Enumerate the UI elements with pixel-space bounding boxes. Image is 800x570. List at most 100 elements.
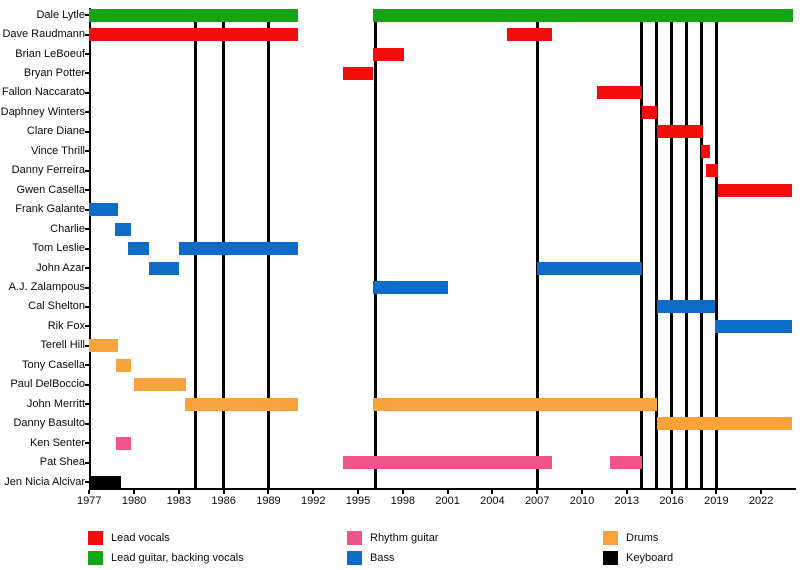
tenure-bar	[372, 397, 657, 411]
member-label: Daphney Winters	[0, 105, 85, 118]
member-label: Dave Raudmann	[2, 28, 85, 41]
x-tick	[312, 490, 315, 494]
member-label: Gwen Casella	[16, 183, 85, 196]
member-label: Terell Hill	[40, 339, 85, 352]
tenure-bar	[89, 203, 118, 217]
tenure-bar	[537, 261, 642, 275]
legend-swatch	[347, 531, 362, 545]
y-tick	[85, 286, 89, 289]
x-tick-label: 1995	[345, 495, 371, 507]
x-tick	[177, 490, 180, 494]
album-release-line	[699, 10, 703, 488]
y-tick	[85, 481, 89, 484]
tenure-bar	[701, 144, 711, 158]
tenure-bar	[656, 300, 715, 314]
album-release-line	[714, 10, 718, 488]
y-tick	[85, 208, 89, 211]
y-tick	[85, 442, 89, 445]
x-tick	[222, 490, 225, 494]
x-tick	[88, 490, 91, 494]
x-tick-label: 1992	[301, 495, 326, 507]
member-label: Vince Thrill	[30, 144, 85, 157]
y-tick	[85, 364, 89, 367]
tenure-bar	[343, 66, 373, 80]
x-tick-label: 2001	[435, 495, 460, 507]
member-label: Frank Galante	[15, 203, 85, 216]
x-tick	[536, 490, 539, 494]
member-label: Tom Leslie	[32, 242, 85, 255]
album-release-line	[535, 10, 539, 488]
y-tick	[85, 130, 89, 133]
tenure-bar	[656, 125, 703, 139]
x-tick-label: 2019	[704, 495, 729, 507]
x-tick	[625, 490, 628, 494]
member-label: John Azar	[36, 261, 85, 274]
y-tick	[85, 461, 89, 464]
y-tick	[85, 169, 89, 172]
tenure-bar	[596, 86, 642, 100]
tenure-bar	[116, 358, 132, 372]
member-label: Tony Casella	[22, 358, 85, 371]
x-tick	[715, 490, 718, 494]
y-tick	[85, 403, 89, 406]
legend-label: Lead guitar, backing vocals	[111, 552, 244, 564]
member-label: Pat Shea	[39, 456, 85, 469]
member-label: Charlie	[50, 222, 85, 235]
member-label: Jen Nicia Alcivar	[4, 475, 85, 488]
tenure-bar	[184, 397, 299, 411]
y-tick	[85, 228, 89, 231]
x-tick-label: 2013	[614, 495, 639, 507]
member-label: A.J. Zalampous	[8, 281, 85, 293]
y-tick	[85, 267, 89, 270]
tenure-bar	[372, 281, 448, 294]
member-label: Cal Shelton	[28, 300, 85, 313]
x-tick	[401, 490, 404, 494]
y-tick	[85, 111, 89, 114]
x-tick-label: 1977	[77, 495, 102, 507]
x-tick	[446, 490, 449, 494]
x-tick	[670, 490, 673, 494]
x-tick-label: 1989	[256, 495, 281, 507]
y-tick	[85, 305, 89, 308]
x-tick	[133, 490, 136, 494]
member-label: Brian LeBoeuf	[15, 47, 85, 60]
legend-swatch	[603, 531, 618, 545]
x-tick	[760, 490, 763, 494]
member-label: Dale Lytle	[36, 8, 85, 21]
tenure-bar	[507, 28, 553, 42]
tenure-bar	[178, 242, 299, 256]
x-tick-label: 2010	[569, 495, 595, 507]
y-tick	[85, 150, 89, 153]
tenure-bar	[116, 436, 132, 450]
tenure-bar	[656, 417, 793, 431]
tenure-bar	[372, 47, 405, 61]
x-tick	[580, 490, 583, 494]
y-tick	[85, 325, 89, 328]
x-tick-label: 2004	[480, 495, 505, 507]
member-label: Danny Ferreira	[11, 164, 85, 177]
x-tick-label: 1986	[211, 495, 236, 507]
album-release-line	[685, 10, 688, 488]
y-axis	[89, 8, 91, 490]
legend-swatch	[88, 531, 103, 545]
y-tick	[85, 72, 89, 75]
tenure-bar	[89, 8, 299, 22]
legend-label: Rhythm guitar	[370, 532, 439, 544]
album-release-line	[640, 10, 644, 488]
y-tick	[85, 189, 89, 192]
x-tick-label: 2007	[524, 495, 550, 507]
legend-label: Drums	[626, 532, 659, 544]
x-tick	[357, 490, 360, 494]
tenure-bar	[149, 261, 179, 275]
y-tick	[85, 247, 89, 250]
member-label: Ken Senter	[29, 436, 85, 449]
x-tick-label: 1980	[121, 495, 147, 507]
member-label: John Merritt	[26, 397, 85, 410]
tenure-bar	[128, 242, 149, 256]
y-tick	[85, 344, 89, 347]
tenure-bar	[372, 8, 793, 22]
tenure-bar	[641, 105, 657, 119]
legend-label: Keyboard	[626, 552, 674, 564]
tenure-bar	[717, 183, 793, 197]
